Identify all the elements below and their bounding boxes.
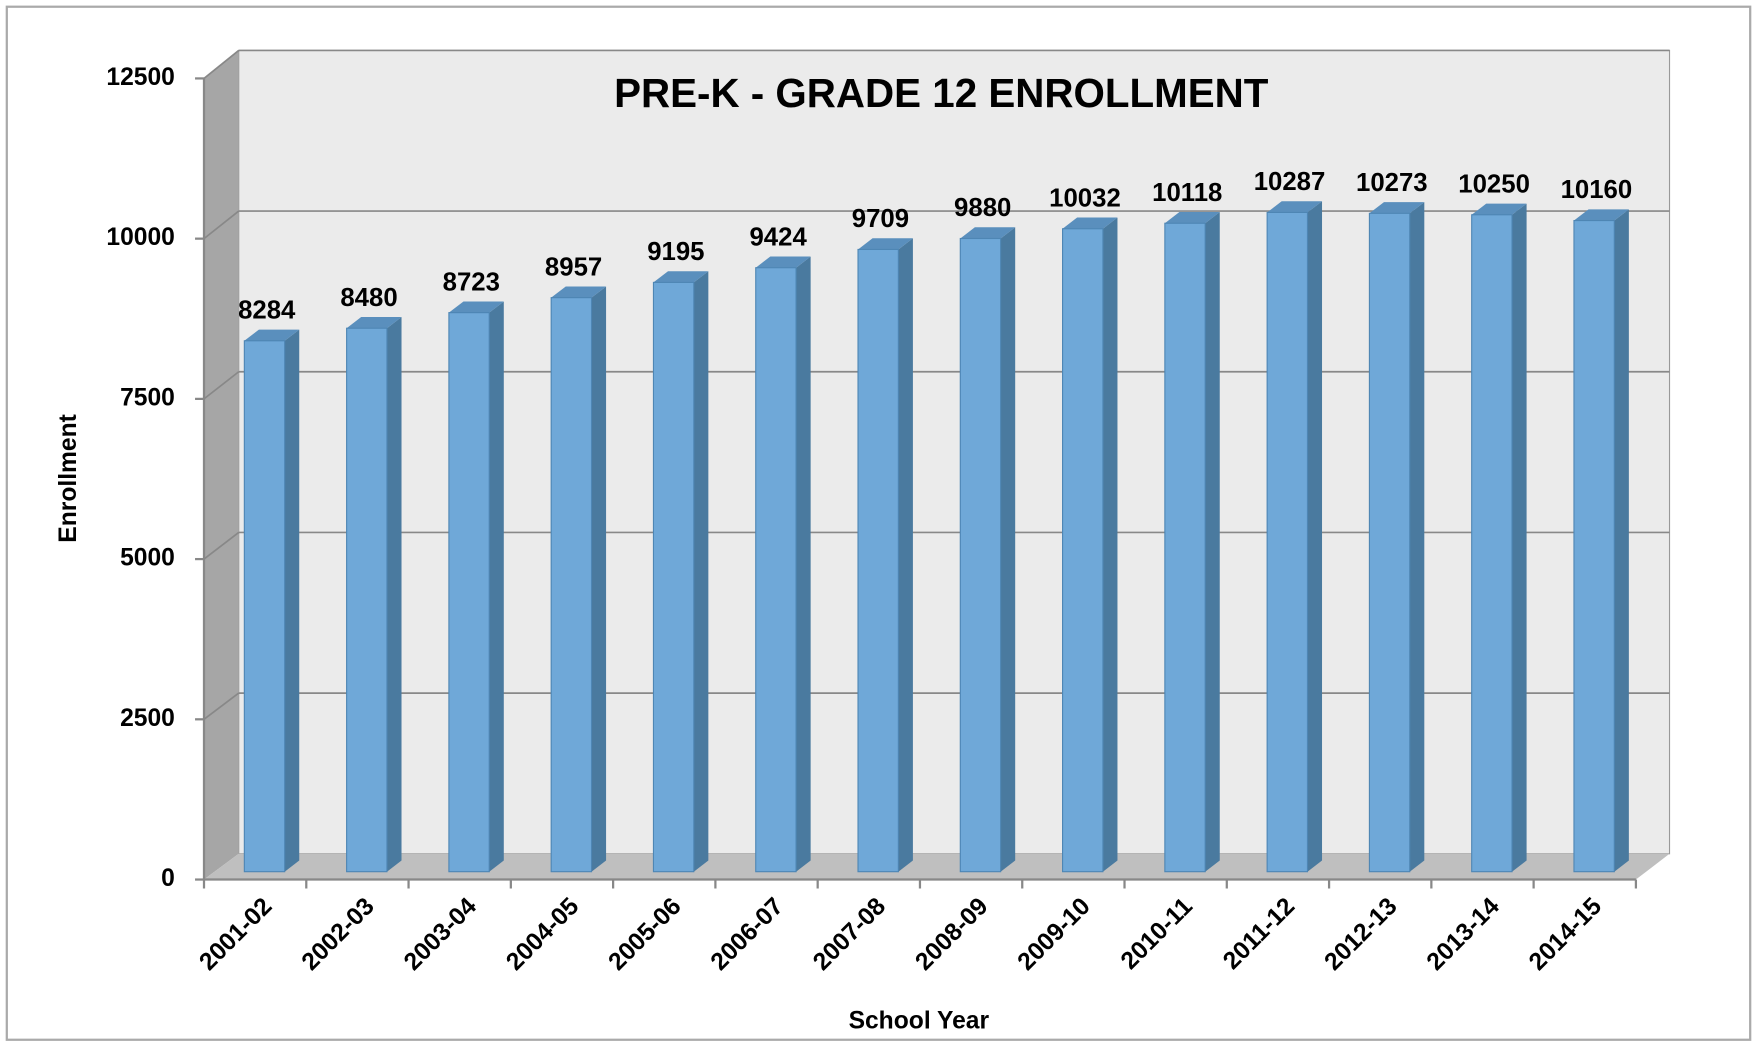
bar-top <box>1573 209 1629 221</box>
bar-front <box>448 312 490 873</box>
bar-side <box>489 301 504 872</box>
bar-front <box>1573 219 1615 873</box>
value-label: 9709 <box>852 205 909 233</box>
y-tick-label: 0 <box>161 865 175 892</box>
bar-top <box>1471 203 1527 215</box>
bar <box>857 238 913 873</box>
value-label: 9880 <box>954 194 1011 222</box>
bar-side <box>693 271 709 872</box>
bar-side <box>1307 201 1323 872</box>
bar-top <box>346 317 402 329</box>
bar <box>1471 203 1527 873</box>
grid-line <box>203 531 240 560</box>
bar <box>1573 209 1629 873</box>
bar-side <box>796 256 811 872</box>
bar-side <box>1409 202 1425 872</box>
y-tick-label: 2500 <box>120 705 175 732</box>
bar <box>652 271 709 873</box>
bar-front <box>959 237 1002 873</box>
bar-top <box>448 301 504 313</box>
bar-front <box>1368 212 1411 873</box>
value-label: 8284 <box>238 296 296 324</box>
y-tick-label: 5000 <box>120 545 175 572</box>
bar <box>1164 212 1220 873</box>
value-label: 8957 <box>545 253 602 281</box>
y-tick-label: 12500 <box>106 64 174 91</box>
bar-top <box>244 329 300 341</box>
bar-top <box>960 227 1016 239</box>
grid-line <box>203 49 240 80</box>
bar-side <box>1000 227 1016 872</box>
bar-top <box>1062 217 1118 229</box>
y-tick-label: 7500 <box>120 384 175 411</box>
bar <box>959 227 1016 873</box>
value-label: 10118 <box>1152 179 1222 207</box>
bar <box>1368 202 1425 873</box>
y-axis-label: Enrollment <box>55 414 82 543</box>
bar-top <box>1267 201 1323 213</box>
bar-top <box>1369 202 1425 214</box>
value-label: 9424 <box>749 223 807 251</box>
bar <box>755 256 811 873</box>
bar-side <box>386 317 402 872</box>
value-label: 10287 <box>1254 168 1326 196</box>
grid-line <box>203 371 240 400</box>
value-label: 10273 <box>1356 169 1428 197</box>
value-label: 9195 <box>647 238 704 266</box>
value-label: 8723 <box>443 268 500 296</box>
value-label: 10160 <box>1561 176 1633 204</box>
bar <box>1062 217 1118 873</box>
bar-side <box>1512 203 1527 872</box>
bar <box>1266 201 1323 873</box>
bar-front <box>346 327 388 873</box>
bar-top <box>755 256 811 268</box>
bar-front <box>857 248 899 873</box>
bar-top <box>551 286 607 298</box>
value-label: 10032 <box>1049 184 1121 212</box>
bar-side <box>591 286 607 872</box>
floor <box>204 853 1670 880</box>
bar-front <box>755 267 797 873</box>
bar-front <box>550 297 593 873</box>
value-label: 10250 <box>1458 170 1530 198</box>
bar-top <box>653 271 709 283</box>
bar <box>550 286 607 873</box>
bar-side <box>898 238 913 872</box>
bar-side <box>1205 212 1220 872</box>
chart-title: PRE-K - GRADE 12 ENROLLMENT <box>614 70 1269 116</box>
value-label: 8480 <box>340 284 397 312</box>
bar-front <box>1471 214 1513 873</box>
bar-side <box>1614 209 1629 872</box>
bar <box>243 329 300 873</box>
bar-front <box>1062 228 1104 873</box>
bar-top <box>1164 212 1220 224</box>
bar-side <box>284 329 300 872</box>
bar-front <box>243 340 286 873</box>
bar <box>448 301 504 873</box>
bar-front <box>652 281 695 873</box>
bar-top <box>858 238 913 250</box>
y-tick-label: 10000 <box>106 224 174 251</box>
bar <box>346 317 402 873</box>
bar-front <box>1164 222 1206 873</box>
bar-front <box>1266 211 1309 873</box>
x-axis-label: School Year <box>849 1007 990 1034</box>
bar-side <box>1102 217 1118 872</box>
grid-line <box>203 210 240 240</box>
side-wall <box>204 50 239 880</box>
grid-line <box>203 692 240 720</box>
